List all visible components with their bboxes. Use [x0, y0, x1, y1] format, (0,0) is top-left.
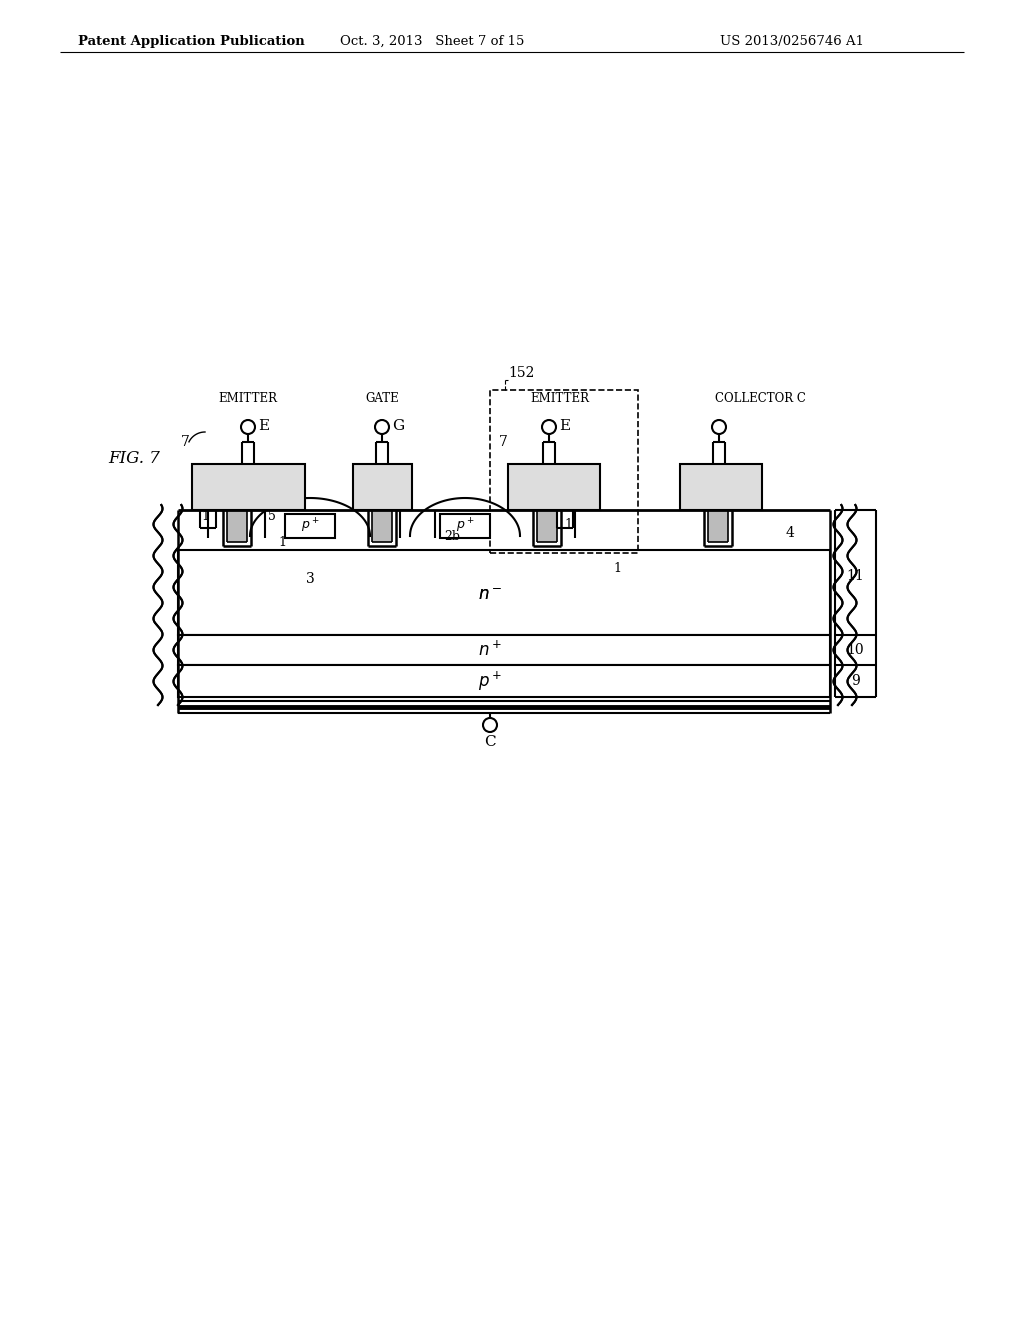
Text: 1: 1 [613, 561, 621, 574]
Text: 2b: 2b [444, 531, 460, 544]
Text: $p^+$: $p^+$ [478, 669, 502, 693]
Bar [178, 635, 830, 665]
Bar [178, 550, 830, 635]
Text: $p^+$: $p^+$ [301, 517, 319, 535]
Text: FIG. 7: FIG. 7 [108, 450, 160, 467]
Bar [680, 465, 762, 510]
Text: 7: 7 [499, 436, 508, 449]
Circle shape [375, 420, 389, 434]
Text: COLLECTOR C: COLLECTOR C [715, 392, 806, 405]
Bar [508, 465, 600, 510]
Text: $n^-$: $n^-$ [478, 587, 502, 605]
Bar [178, 665, 830, 697]
Bar [285, 513, 335, 539]
Text: 9: 9 [851, 675, 860, 688]
Text: E: E [258, 418, 269, 433]
Text: EMITTER: EMITTER [218, 392, 278, 405]
Bar [353, 465, 412, 510]
Bar [537, 510, 557, 543]
Bar [490, 389, 638, 553]
Text: 1: 1 [278, 536, 286, 549]
Text: $n^-$: $n^-$ [478, 587, 502, 605]
Circle shape [712, 420, 726, 434]
Text: 3: 3 [305, 572, 314, 586]
Text: 5: 5 [268, 511, 275, 524]
Bar [440, 513, 490, 539]
Text: Oct. 3, 2013   Sheet 7 of 15: Oct. 3, 2013 Sheet 7 of 15 [340, 36, 524, 48]
Circle shape [241, 420, 255, 434]
Text: EMITTER: EMITTER [530, 392, 590, 405]
Bar [372, 510, 392, 543]
Bar [708, 510, 728, 543]
Text: G: G [392, 418, 404, 433]
Text: US 2013/0256746 A1: US 2013/0256746 A1 [720, 36, 864, 48]
Text: E: E [559, 418, 570, 433]
Text: 152: 152 [508, 366, 535, 380]
Text: C: C [484, 735, 496, 748]
Text: 1: 1 [564, 519, 572, 532]
Text: 11: 11 [847, 569, 864, 582]
Text: 4: 4 [785, 525, 795, 540]
Text: 1: 1 [201, 511, 209, 524]
Circle shape [542, 420, 556, 434]
Circle shape [483, 718, 497, 733]
Text: Patent Application Publication: Patent Application Publication [78, 36, 305, 48]
Text: GATE: GATE [366, 392, 399, 405]
Text: $p^+$: $p^+$ [456, 517, 474, 535]
Bar [227, 510, 247, 543]
Text: 10: 10 [847, 643, 864, 657]
Text: $n^+$: $n^+$ [478, 640, 502, 660]
Text: 7: 7 [181, 436, 190, 449]
Bar [193, 465, 305, 510]
